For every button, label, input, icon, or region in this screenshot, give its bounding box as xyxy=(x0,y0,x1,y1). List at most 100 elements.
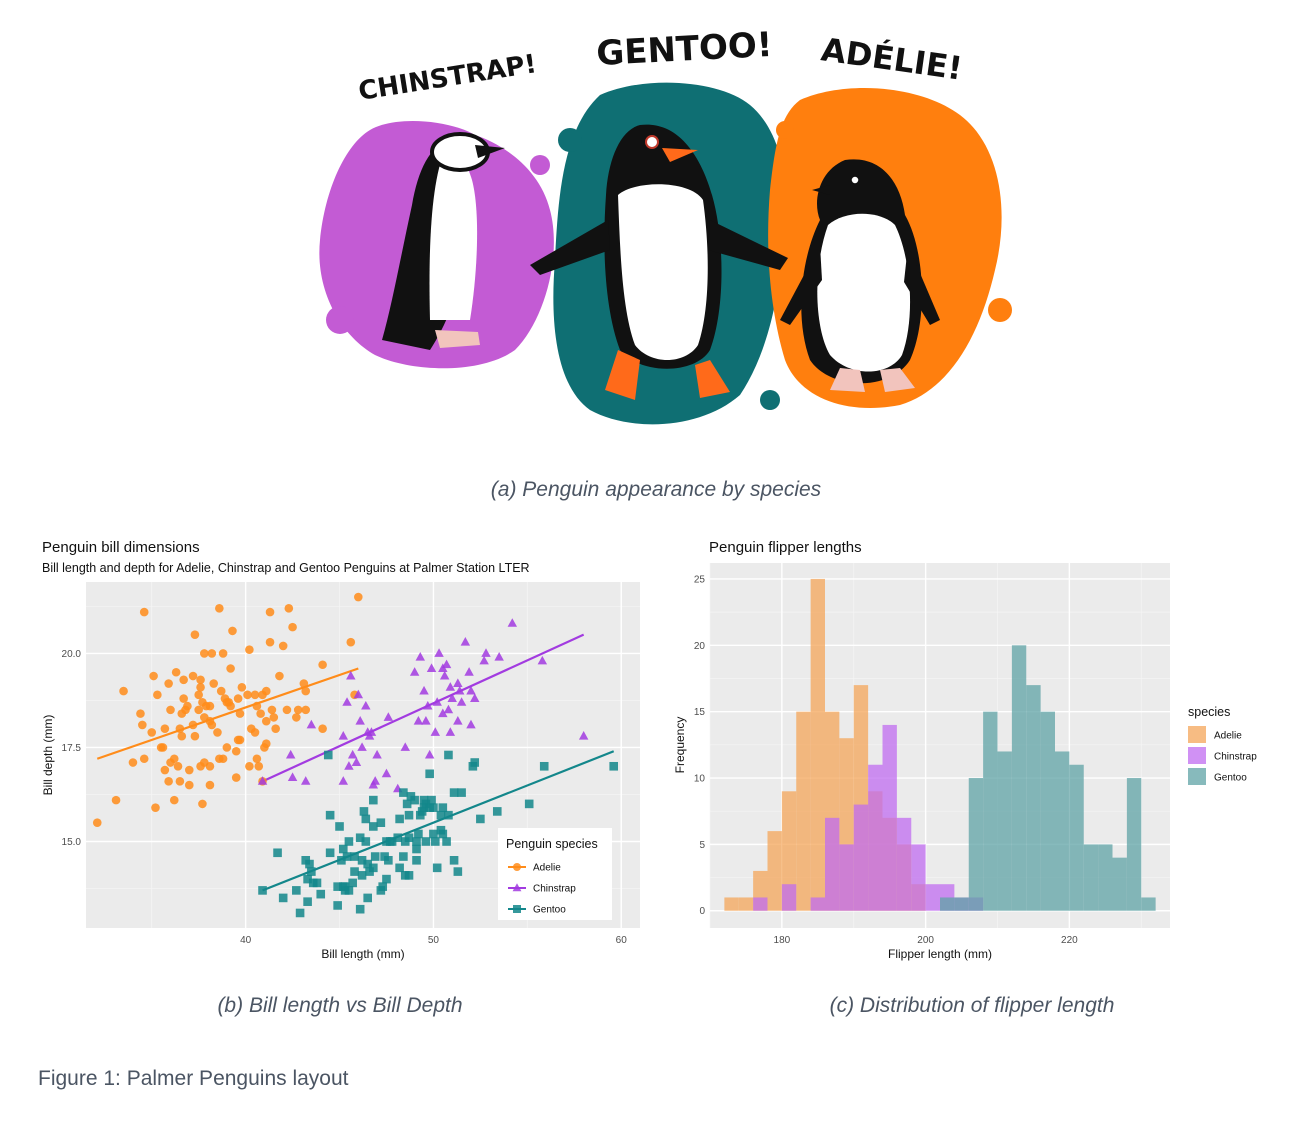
chinstrap-point xyxy=(306,719,317,729)
chinstrap-point xyxy=(287,772,298,782)
gentoo-bar xyxy=(983,711,998,911)
scatter-y-tick-label: 17.5 xyxy=(62,743,82,754)
adelie-point xyxy=(243,690,252,700)
chinstrap-point xyxy=(400,742,410,751)
hist-legend: species Adelie Chinstrap Gentoo xyxy=(1188,705,1257,785)
gentoo-point xyxy=(348,878,357,888)
adelie-point xyxy=(318,660,327,670)
scatter-legend-swatch-chinstrap xyxy=(512,883,522,892)
adelie-point xyxy=(318,724,327,733)
chinstrap-point xyxy=(443,704,454,714)
chinstrap-point xyxy=(381,768,392,778)
gentoo-point xyxy=(421,837,431,846)
gentoo-bar xyxy=(1011,645,1027,911)
chinstrap-point xyxy=(507,618,518,627)
adelie-point xyxy=(183,701,192,711)
chinstrap-point xyxy=(470,693,480,703)
gentoo-point xyxy=(258,886,267,895)
chinstrap-point xyxy=(438,708,448,718)
adelie-point xyxy=(160,724,170,733)
adelie-point xyxy=(179,675,188,685)
gentoo-point xyxy=(442,837,451,846)
adelie-point xyxy=(190,731,200,741)
gentoo-point xyxy=(273,848,282,858)
adelie-bar xyxy=(767,831,782,911)
gentoo-point xyxy=(333,901,342,910)
adelie-point xyxy=(149,671,158,681)
gentoo-point xyxy=(369,863,378,873)
scatter-y-tick-label: 15.0 xyxy=(62,837,82,848)
chinstrap-point xyxy=(285,749,296,759)
gentoo-point xyxy=(436,810,446,820)
hist-xlabel: Flipper length (mm) xyxy=(888,947,992,961)
gentoo-point xyxy=(369,822,378,831)
chinstrap-point xyxy=(464,667,474,676)
adelie-point xyxy=(292,713,301,722)
bill-dimensions-scatter-chart: Penguin bill dimensions Bill length and … xyxy=(41,539,640,961)
gentoo-point xyxy=(357,871,367,880)
adelie-point xyxy=(254,761,264,771)
gentoo-point xyxy=(350,867,359,876)
adelie-point xyxy=(252,754,262,764)
gentoo-point xyxy=(292,886,301,895)
chinstrap-point xyxy=(357,742,367,751)
gentoo-point xyxy=(395,814,404,824)
gentoo-point xyxy=(305,859,314,869)
adelie-bar xyxy=(738,897,754,911)
gentoo-point xyxy=(539,761,549,771)
gentoo-bar xyxy=(1069,764,1084,911)
gentoo-point xyxy=(316,889,326,899)
adelie-point xyxy=(261,716,271,726)
hist-legend-label: Gentoo xyxy=(1214,773,1247,784)
adelie-point xyxy=(175,777,185,786)
gentoo-point xyxy=(453,867,463,876)
adelie-point xyxy=(231,746,241,756)
gentoo-point xyxy=(429,803,438,812)
gentoo-point xyxy=(404,833,414,843)
chinstrap-point xyxy=(466,719,476,729)
chinstrap-point xyxy=(361,700,371,710)
chinstrap-bar xyxy=(781,884,797,911)
gentoo-point xyxy=(344,886,354,895)
hist-y-tick-label: 25 xyxy=(694,574,706,585)
gentoo-bar xyxy=(1055,751,1070,911)
chinstrap-point xyxy=(447,693,457,703)
adelie-point xyxy=(205,761,215,771)
gentoo-point xyxy=(444,750,453,760)
chinstrap-penguin xyxy=(382,132,505,350)
gentoo-point xyxy=(412,844,421,854)
gentoo-point xyxy=(410,795,419,805)
adelie-point xyxy=(196,675,205,685)
caption-scatter: (b) Bill length vs Bill Depth xyxy=(217,994,463,1017)
adelie-point xyxy=(261,686,271,696)
chinstrap-point xyxy=(344,761,354,770)
adelie-point xyxy=(269,713,279,722)
gentoo-bar xyxy=(968,778,984,911)
chinstrap-point xyxy=(453,678,463,687)
adelie-point xyxy=(226,701,235,711)
scatter-axes: 40 50 60 15.0 17.5 20.0 xyxy=(62,649,628,946)
adelie-point xyxy=(299,679,309,688)
gentoo-point xyxy=(470,758,480,767)
gentoo-point xyxy=(370,852,380,861)
chinstrap-point xyxy=(421,715,431,725)
adelie-point xyxy=(250,728,260,737)
caption-histogram: (c) Distribution of flipper length xyxy=(829,994,1115,1017)
gentoo-point xyxy=(378,882,388,891)
chinstrap-bar xyxy=(839,844,854,911)
gentoo-point xyxy=(412,856,421,865)
scatter-trendlines xyxy=(96,633,615,892)
gentoo-point xyxy=(492,807,502,816)
chinstrap-point xyxy=(415,652,426,661)
adelie-point xyxy=(166,705,175,715)
chinstrap-point xyxy=(409,667,420,676)
chinstrap-point xyxy=(419,685,429,695)
adelie-point xyxy=(188,671,198,681)
gentoo-point xyxy=(444,810,453,820)
scatter-legend: Penguin species Adelie Chinstrap Gentoo xyxy=(498,828,612,920)
adelie-point xyxy=(158,743,168,752)
chinstrap-point xyxy=(445,682,456,691)
adelie-point xyxy=(237,683,247,692)
adelie-point xyxy=(235,735,245,745)
chinstrap-point xyxy=(257,776,268,785)
